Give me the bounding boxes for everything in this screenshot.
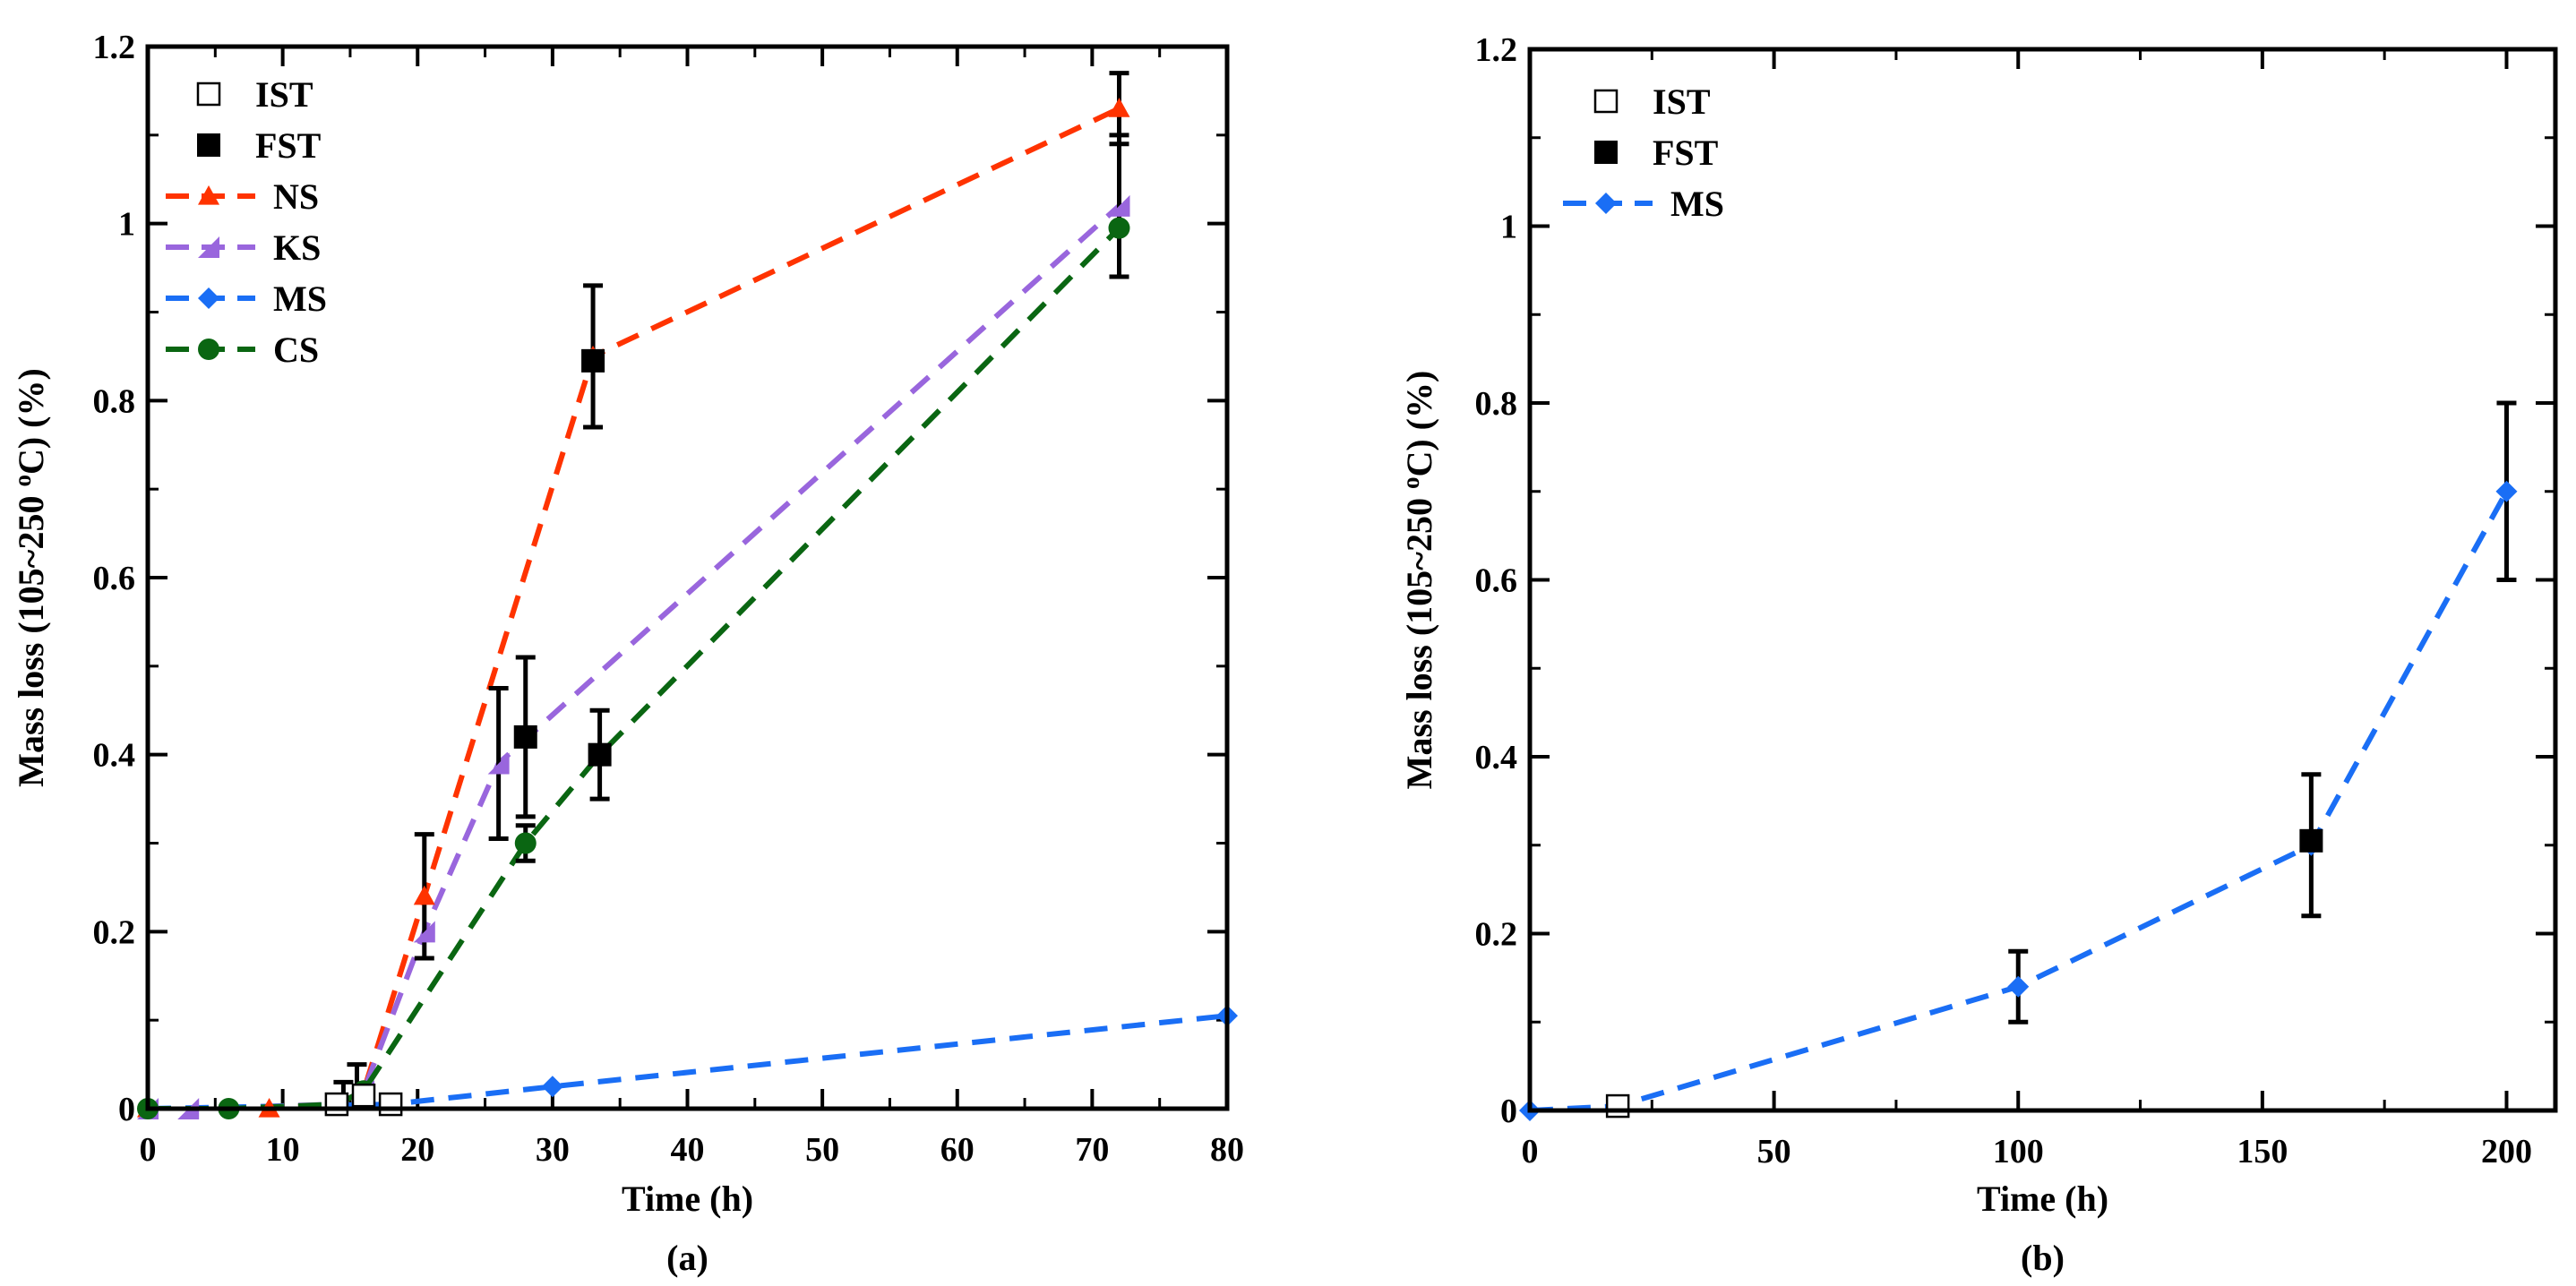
panel-a-legend-ist-marker <box>196 81 221 107</box>
panel-a-legend-ns-marker <box>198 185 219 205</box>
panel-a-ist-point <box>351 1083 376 1108</box>
panel-a-legend-fst-label: FST <box>255 125 322 166</box>
panel-a-legend-ms-marker <box>198 287 219 309</box>
panel-b-legend-ist-label: IST <box>1653 81 1711 122</box>
panel-b-fst-point <box>2299 828 2323 853</box>
panel-b-ytick-label: 0.2 <box>1475 916 1518 954</box>
panel-a-xtick-label: 50 <box>805 1131 839 1169</box>
panel-a-caption: (a) <box>666 1238 708 1278</box>
panel-b-xtick-label: 100 <box>1993 1133 2044 1170</box>
panel-a-legend-ist-label: IST <box>255 74 313 115</box>
panel-b-legend: IST FST MS <box>1563 81 1724 224</box>
panel-b-legend-ist-marker <box>1593 89 1619 114</box>
panel-b-legend-ms-marker <box>1595 193 1617 214</box>
panel-a-fst-point <box>513 724 537 749</box>
panel-a-fst-point <box>581 348 605 373</box>
panel-a-legend-ks-label: KS <box>273 227 321 268</box>
panel-a-xtick-label: 10 <box>266 1131 300 1169</box>
panel-a-fst-point <box>588 742 612 767</box>
panel-b-plot-frame <box>1527 47 2558 1113</box>
panel-a-ytick-label: 1.2 <box>93 29 136 66</box>
panel-a-series-ms-point <box>541 1076 563 1098</box>
panel-a-legend-ns-label: NS <box>273 176 319 217</box>
panel-a-legend-ms-label: MS <box>273 279 327 319</box>
panel-b-ytick-label: 1.2 <box>1475 31 1518 69</box>
panel-b-markers <box>1519 480 2518 1121</box>
panel-b-xtick-label: 200 <box>2481 1133 2532 1170</box>
panel-a-y-axis-label: Mass loss (105~250 oC) (%) <box>9 368 51 787</box>
panel-b-ytick-label: 0.8 <box>1475 385 1518 423</box>
panel-b-ist-point <box>1605 1093 1630 1119</box>
panel-a-xtick-label: 30 <box>536 1131 570 1169</box>
panel-a-xtick-label: 40 <box>671 1131 705 1169</box>
panel-a-legend: IST FST NS KS MS CS <box>166 74 327 370</box>
panel-a-ist-point <box>378 1092 403 1117</box>
panel-a-legend-ks-marker <box>198 236 219 258</box>
panel-a-xtick-label: 60 <box>940 1131 975 1169</box>
panel-b-xtick-label: 150 <box>2237 1133 2288 1170</box>
panel-a-ist-point <box>324 1092 349 1117</box>
panel-b-xtick-label: 50 <box>1757 1133 1791 1170</box>
panel-a-plot-frame <box>145 44 1230 1111</box>
panel-a-xtick-label: 20 <box>400 1131 434 1169</box>
panel-b-series-ms-point <box>2495 480 2518 502</box>
panel-a-legend-cs-label: CS <box>273 330 319 370</box>
panel-a-series-ks-point <box>413 921 435 943</box>
panel-a-legend-fst-marker <box>197 133 220 157</box>
panel-a-series-ks-point <box>1108 194 1130 217</box>
panel-b-caption: (b) <box>2021 1238 2065 1278</box>
panel-a-ytick-label: 0.8 <box>93 382 136 420</box>
panel-a-xtick-label: 80 <box>1210 1131 1244 1169</box>
panel-b-series-ms-point <box>2007 975 2030 998</box>
panel-b-legend-fst-marker <box>1594 141 1618 164</box>
panel-a-markers <box>137 98 1238 1119</box>
panel-b-legend-ms-label: MS <box>1670 184 1724 224</box>
panel-a-x-axis-label: Time (h) <box>622 1179 753 1219</box>
panel-b-ytick-label: 0.6 <box>1475 562 1518 600</box>
panel-b-y-axis-label: Mass loss (105~250 oC) (%) <box>1397 371 1439 790</box>
panel-a-ytick-label: 0 <box>118 1091 135 1128</box>
panel-a-xtick-label: 0 <box>140 1131 157 1169</box>
panel-a-ticks: 0 10 20 30 40 50 60 70 80 0 0.2 0.4 0.6 0.8 1 1.2 <box>93 29 1245 1169</box>
panel-a-series-ks-point <box>487 752 510 775</box>
panel-b-x-axis-label: Time (h) <box>1977 1179 2108 1219</box>
panel-b-xtick-label: 0 <box>1522 1133 1539 1170</box>
panel-a-series-ns-point <box>413 885 435 905</box>
panel-a-ytick-label: 1 <box>118 206 135 244</box>
panel-a-series-cs-point <box>514 832 537 854</box>
panel-a-xtick-label: 70 <box>1075 1131 1109 1169</box>
panel-b: 0 50 100 150 200 0 0.2 0.4 0.6 0.8 1 1.2 IST FST MS T… <box>1397 31 2558 1278</box>
panel-a-ytick-label: 0.2 <box>93 913 136 951</box>
panel-b-error-bars <box>2008 400 2517 1025</box>
panel-b-ytick-label: 1 <box>1500 209 1517 246</box>
panel-a: 0 10 20 30 40 50 60 70 80 0 0.2 0.4 0.6 0.8 1 1.2 IST FS… <box>9 29 1244 1278</box>
panel-a-ytick-label: 0.4 <box>93 737 136 775</box>
panel-a-legend-cs-marker <box>198 339 219 360</box>
panel-b-ytick-label: 0 <box>1500 1093 1517 1130</box>
panel-a-series-ns-point <box>1108 98 1130 117</box>
panel-b-ytick-label: 0.4 <box>1475 739 1518 776</box>
panel-b-legend-fst-label: FST <box>1653 133 1719 173</box>
panel-a-series-cs-point <box>1108 217 1130 239</box>
panel-a-ytick-label: 0.6 <box>93 560 136 597</box>
